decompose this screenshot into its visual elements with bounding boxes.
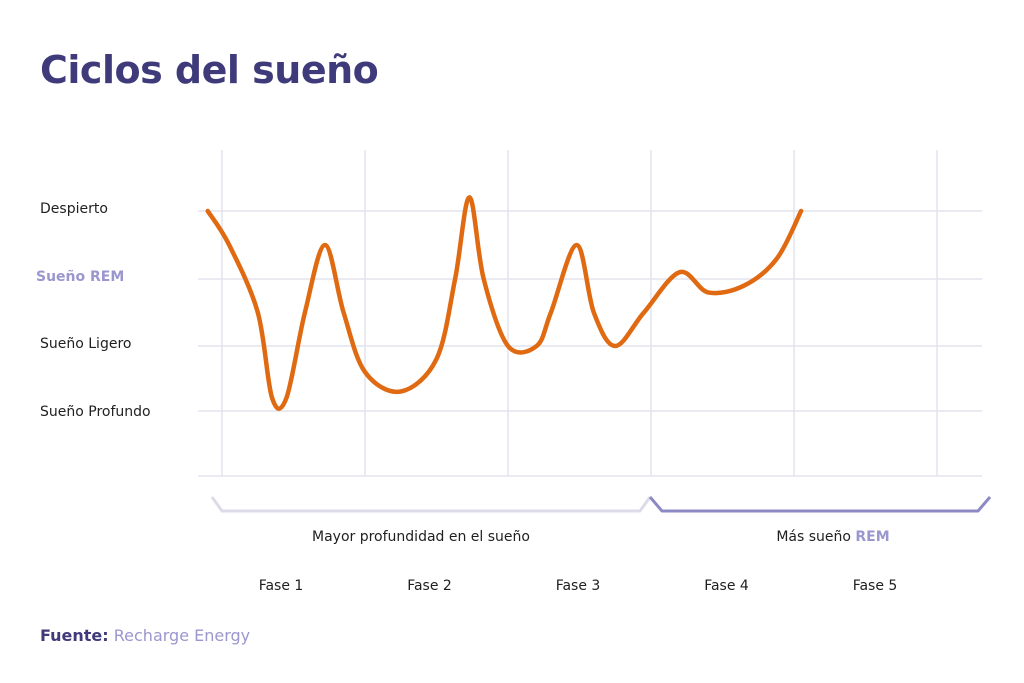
chart-title: Ciclos del sueño <box>40 48 379 92</box>
group-braces <box>210 496 992 513</box>
sleep-curve-line <box>205 195 804 411</box>
brace-group-1 <box>210 496 652 513</box>
y-label-3: Sueño Profundo <box>40 404 151 420</box>
y-label-2: Sueño Ligero <box>40 336 131 352</box>
source-label: Fuente: <box>40 626 109 645</box>
group-label-text: Más sueño <box>776 529 855 545</box>
group-labels: Mayor profundidad en el sueño Más sueño R… <box>312 529 890 545</box>
y-axis-labels: Despierto Sueño REM Sueño Ligero Sueño Prof… <box>36 201 151 420</box>
y-label-0: Despierto <box>40 201 108 217</box>
brace-group-2 <box>648 496 992 513</box>
phase-label-1: Fase 1 <box>259 578 304 594</box>
group-label-1: Mayor profundidad en el sueño <box>312 529 530 545</box>
grid <box>198 150 982 477</box>
phase-label-2: Fase 2 <box>407 578 452 594</box>
y-label-1: Sueño REM <box>36 269 124 285</box>
phase-label-5: Fase 5 <box>853 578 898 594</box>
group-label-text: Mayor profundidad en el sueño <box>312 529 530 545</box>
group-label-accent: REM <box>855 529 889 545</box>
group-label-2: Más sueño REM <box>776 529 889 545</box>
source-line: Fuente: Recharge Energy <box>40 626 250 645</box>
source-value: Recharge Energy <box>113 626 251 645</box>
rem-segments <box>208 197 801 408</box>
phase-label-4: Fase 4 <box>704 578 749 594</box>
phase-labels: Fase 1 Fase 2 Fase 3 Fase 4 Fase 5 <box>259 578 898 594</box>
sleep-curve <box>205 195 804 411</box>
phase-label-3: Fase 3 <box>556 578 601 594</box>
